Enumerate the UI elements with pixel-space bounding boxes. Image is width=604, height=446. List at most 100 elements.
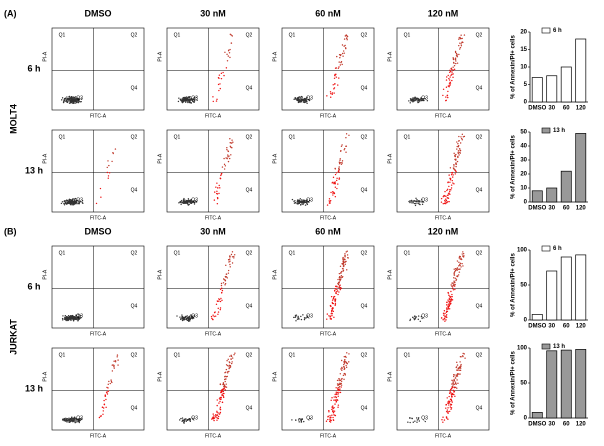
y-axis-label: PI-A [272, 51, 278, 61]
dot [346, 37, 348, 40]
dot [70, 199, 72, 202]
dot [448, 77, 450, 80]
y-axis-label: PI-A [42, 153, 48, 163]
dot [222, 388, 225, 390]
dot [413, 317, 415, 319]
dot [68, 421, 71, 423]
dot [337, 395, 339, 397]
dot [346, 352, 348, 354]
dot [415, 417, 418, 419]
dot [67, 97, 69, 100]
quadrant-label: Q4 [361, 187, 368, 193]
dot [421, 203, 424, 206]
dot [456, 267, 459, 269]
dot [306, 199, 308, 201]
x-axis-label: FITC-A [205, 113, 222, 119]
y-tick-label: 20 [520, 172, 527, 178]
dot [182, 201, 184, 203]
dot [445, 79, 448, 81]
dot [333, 399, 335, 401]
dot [100, 415, 103, 417]
dot [178, 202, 180, 204]
dot [424, 98, 426, 100]
dot [300, 318, 303, 321]
dot [77, 199, 79, 202]
dot [68, 202, 71, 204]
quadrant-label: Q1 [174, 32, 181, 38]
dot [419, 320, 421, 323]
flow-plot: Q1 Q2 Q3 Q4 FITC-A PI-A [42, 245, 145, 337]
dot [70, 417, 73, 420]
dot [407, 421, 409, 423]
dot [300, 421, 303, 423]
dot [409, 102, 411, 104]
dot [447, 194, 449, 196]
dot [300, 418, 302, 420]
quadrant-label: Q3 [306, 415, 313, 421]
dot [448, 400, 450, 402]
dot [226, 360, 228, 362]
quadrant-label: Q1 [404, 352, 411, 358]
dot [61, 97, 64, 99]
dot [224, 165, 227, 167]
quadrant-label: Q4 [131, 85, 138, 91]
dot [219, 288, 222, 290]
dot [445, 307, 448, 309]
dot [348, 361, 350, 363]
dot [334, 288, 337, 290]
dot [449, 69, 451, 72]
dot [230, 154, 232, 156]
dot [334, 173, 337, 176]
dot [460, 266, 462, 268]
dot [343, 372, 346, 375]
legend-label: 6 h [553, 246, 562, 252]
dot [225, 157, 227, 159]
dot [445, 416, 448, 418]
dot [218, 89, 220, 92]
x-axis-label: FITC-A [90, 215, 107, 221]
dot [342, 263, 344, 266]
dot [444, 199, 446, 202]
dot [227, 272, 230, 274]
x-tick-label: 30 [548, 324, 555, 330]
dot [454, 51, 457, 54]
dot [64, 314, 67, 317]
dot [191, 99, 194, 102]
dot [340, 287, 343, 290]
dot [458, 271, 461, 273]
dot [188, 203, 190, 206]
dot [416, 421, 418, 423]
bar [575, 254, 587, 321]
dot [336, 288, 338, 291]
dot [333, 414, 335, 416]
dot [346, 254, 349, 256]
dot [325, 420, 328, 422]
bar [531, 412, 543, 419]
dot [333, 396, 335, 398]
dot [346, 363, 349, 365]
dot [332, 416, 334, 419]
dot [446, 397, 448, 399]
quadrant-label: Q2 [476, 250, 483, 256]
dot [340, 359, 343, 362]
plot-frame [281, 245, 375, 329]
y-axis-label: PI-A [42, 51, 48, 61]
x-tick-label: 60 [563, 324, 570, 330]
dot [341, 52, 344, 55]
dot [454, 386, 457, 389]
dot [195, 201, 198, 203]
dot [107, 390, 110, 392]
dot [337, 406, 339, 408]
dot [70, 319, 72, 322]
y-tick-label: 100 [517, 346, 528, 352]
x-tick-label: DMSO [528, 206, 546, 212]
dot [183, 202, 186, 204]
bar [546, 75, 558, 103]
plot-frame [51, 129, 145, 213]
dot [456, 369, 458, 371]
dot [71, 419, 74, 421]
quadrant-label: Q1 [59, 32, 66, 38]
dot [303, 318, 306, 321]
dot [226, 277, 229, 279]
dot [70, 101, 73, 104]
